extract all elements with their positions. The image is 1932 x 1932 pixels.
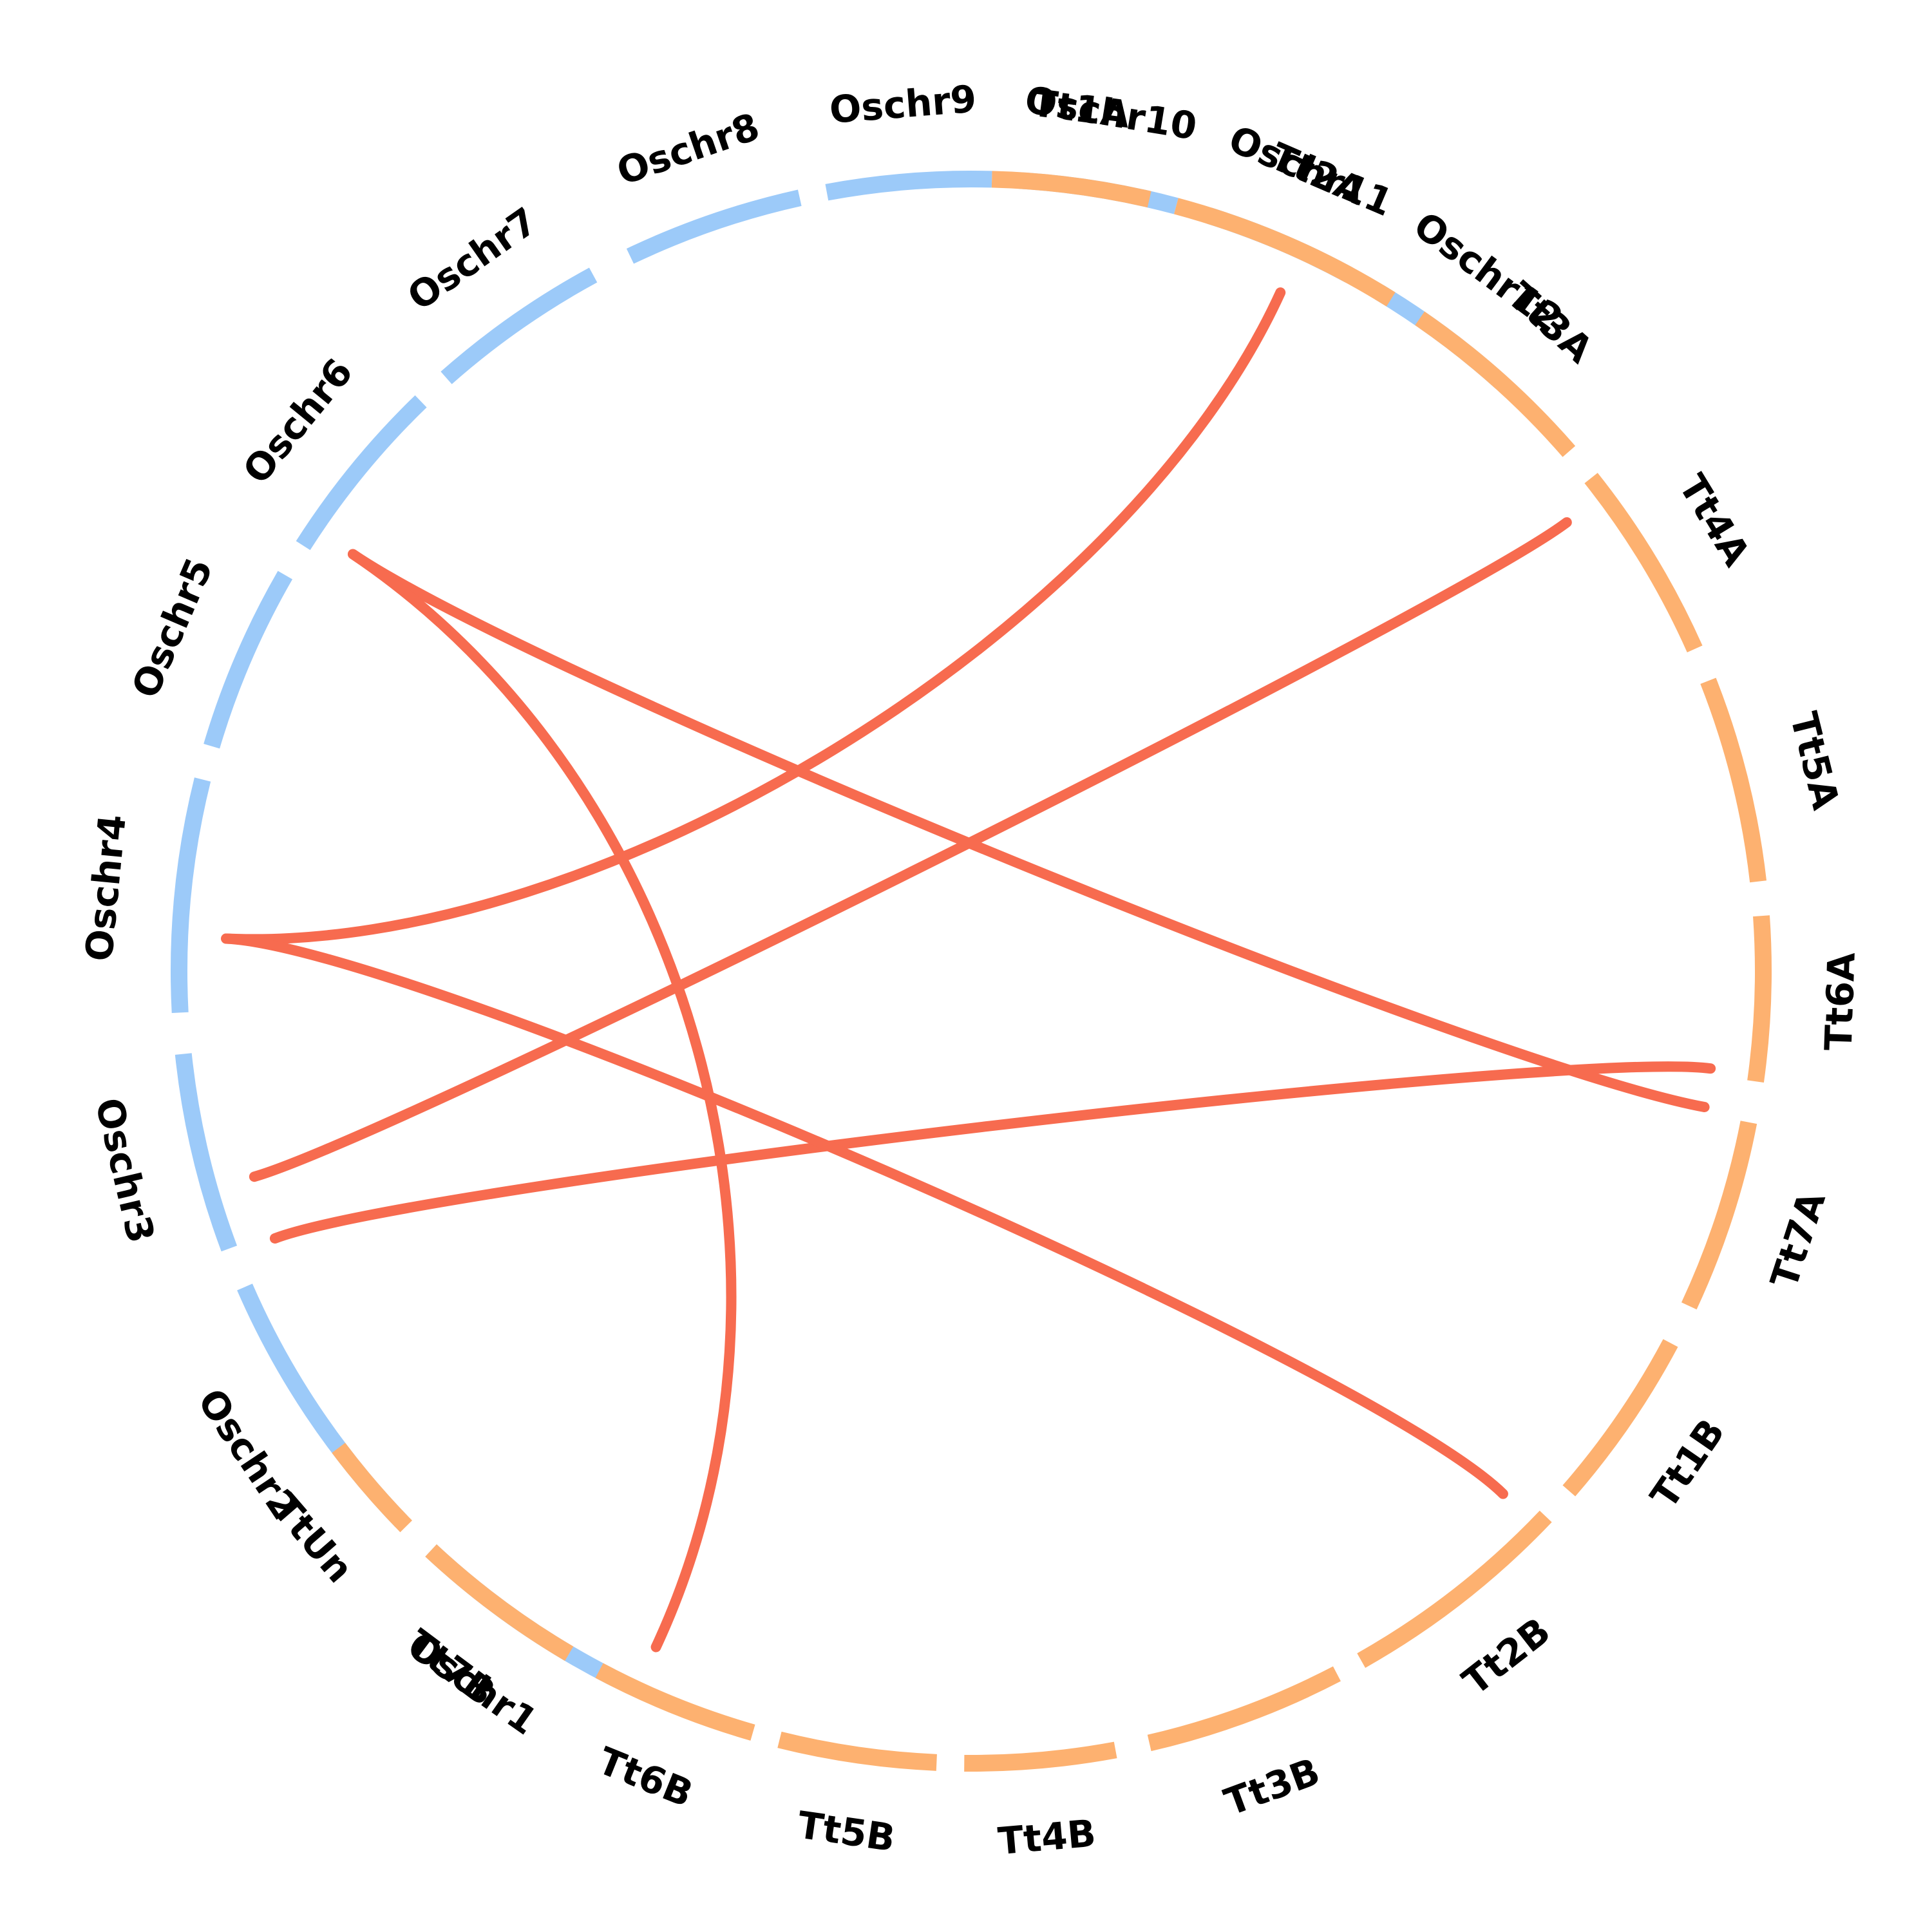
segment-oschr7: [440, 267, 598, 384]
label-tt5b: Tt5B: [795, 1803, 898, 1860]
label-tt6b: Tt6B: [592, 1739, 699, 1816]
label-tt2a: Tt2A: [1264, 134, 1372, 213]
segment-oschr4: [171, 777, 211, 1014]
segment-tt3b: [1147, 1666, 1341, 1752]
label-oschr5: Oschr5: [123, 552, 222, 705]
label-tt1b: Tt1B: [1642, 1411, 1734, 1517]
label-ttun: TtUn: [263, 1486, 362, 1591]
segment-tt7b: [425, 1544, 574, 1662]
label-oschr3: Oschr3: [87, 1094, 164, 1247]
link-oschr3-tt4a: [249, 517, 1572, 1182]
link-oschr6-tt7b: [347, 549, 737, 1653]
segment-oschr8: [626, 189, 802, 264]
link-oschr2-tt6a: [269, 1061, 1716, 1244]
label-tt2b: Tt2B: [1454, 1609, 1558, 1703]
segment-tt6a: [1747, 915, 1772, 1083]
segment-tt5a: [1700, 677, 1767, 883]
label-oschr6: Oschr6: [234, 350, 361, 492]
link-oschr6-tt7a: [347, 549, 1710, 1113]
chromosome-ring: [171, 171, 1772, 1772]
segment-tt6b: [595, 1663, 755, 1741]
segment-tt4a: [1584, 473, 1703, 652]
segment-tt4b: [964, 1741, 1117, 1772]
segment-tt2b: [1357, 1510, 1552, 1668]
label-oschr8: Oschr8: [611, 104, 764, 194]
link-oschr4-tt2b: [221, 933, 1508, 1499]
label-oschr7: Oschr7: [400, 199, 545, 319]
chromosome-labels: Oschr1Oschr2Oschr3Oschr4Oschr5Oschr6Osch…: [77, 77, 1863, 1863]
segment-tt1a: [991, 171, 1151, 208]
label-tt3b: Tt3B: [1218, 1749, 1325, 1824]
label-tt4a: Tt4A: [1670, 467, 1758, 574]
label-tt5a: Tt5A: [1781, 708, 1848, 814]
segment-tt3a: [1415, 311, 1576, 457]
segment-tt5b: [777, 1731, 937, 1771]
label-tt1a: Tt1A: [1029, 80, 1132, 137]
label-oschr9: Oschr9: [828, 77, 978, 132]
segment-tt7a: [1681, 1121, 1757, 1310]
segment-tt1b: [1562, 1339, 1678, 1497]
segment-oschr5: [204, 571, 293, 749]
segment-oschr9: [825, 171, 992, 201]
segment-oschr3: [175, 1053, 238, 1252]
label-tt6a: Tt6A: [1817, 952, 1864, 1052]
synteny-links: [221, 287, 1716, 1653]
link-oschr4-tt2a: [221, 287, 1286, 945]
segment-oschr6: [296, 395, 427, 551]
segment-tt2a: [1173, 198, 1396, 307]
label-oschr4: Oschr4: [77, 813, 135, 963]
segment-ttun: [332, 1443, 412, 1533]
label-tt7a: Tt7A: [1762, 1186, 1834, 1293]
label-tt3a: Tt3A: [1499, 274, 1601, 372]
label-tt4b: Tt4B: [996, 1811, 1097, 1863]
